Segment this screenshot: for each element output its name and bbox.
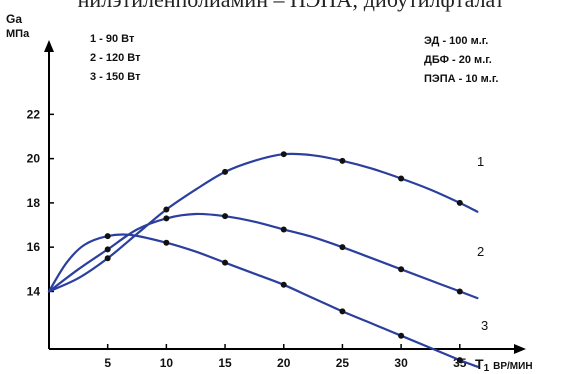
series-end-label-3: 3 (481, 318, 488, 333)
y-axis-label-symbol: Ga (6, 12, 23, 26)
data-point-series-2 (398, 266, 405, 273)
x-tick-label: 15 (218, 356, 232, 370)
y-axis-label-unit: МПа (6, 28, 30, 40)
data-point-series-2 (222, 213, 229, 220)
legend-power: 1 - 90 Вт 2 - 120 Вт 3 - 150 Вт (90, 30, 141, 87)
data-point-series-1 (339, 157, 346, 164)
data-point-series-2 (456, 288, 463, 295)
series-end-label-2: 2 (477, 244, 484, 259)
data-point-series-2 (104, 246, 111, 253)
x-tick-label: 5 (104, 356, 111, 370)
y-tick-label: 20 (27, 152, 41, 166)
data-point-series-2 (339, 244, 346, 251)
x-tick-label: 30 (394, 356, 408, 370)
composition-item-ed: ЭД - 100 м.г. (424, 35, 489, 47)
x-tick-label: 10 (160, 356, 174, 370)
composition-item-dbf: ДБФ - 20 м.г. (424, 54, 492, 66)
data-point-series-3 (398, 332, 405, 339)
legend-item-1: 1 - 90 Вт (90, 33, 135, 45)
chart-axes (44, 40, 526, 354)
data-point-series-2 (280, 226, 287, 233)
series-end-label-1: 1 (477, 154, 484, 169)
y-tick-label: 16 (27, 240, 41, 254)
series-line-2 (47, 212, 479, 300)
data-point-series-1 (104, 255, 111, 262)
y-tick-label: 22 (27, 107, 41, 121)
x-tick-label: 25 (336, 356, 350, 370)
series-line-3 (47, 233, 479, 368)
y-tick-label: 18 (27, 196, 41, 210)
data-point-series-3 (104, 233, 111, 240)
data-point-series-3 (222, 259, 229, 266)
data-point-series-3 (339, 308, 346, 315)
data-point-series-1 (456, 199, 463, 206)
legend-item-2: 2 - 120 Вт (90, 52, 141, 64)
data-point-series-1 (398, 175, 405, 182)
x-axis-arrow (514, 344, 526, 354)
chart-series (47, 151, 479, 368)
data-point-series-1 (222, 168, 229, 175)
y-axis-arrow (44, 40, 54, 52)
data-point-series-3 (163, 239, 170, 246)
legend-composition: ЭД - 100 м.г. ДБФ - 20 м.г. ПЭПА - 10 м.… (424, 32, 498, 89)
data-point-series-3 (280, 281, 287, 288)
data-point-series-1 (280, 151, 287, 158)
y-tick-label: 14 (27, 284, 41, 298)
chart-labels: T1 ВР/МИН 1 2 3 (475, 154, 533, 374)
chart-ticks: 51015202530351416182022 (27, 107, 467, 370)
data-point-series-2 (163, 215, 170, 222)
x-axis-label: T1 ВР/МИН (475, 356, 533, 374)
legend-item-3: 3 - 150 Вт (90, 71, 141, 83)
composition-item-pepa: ПЭПА - 10 м.г. (424, 73, 499, 85)
data-point-series-3 (456, 357, 463, 364)
cropped-caption-text: нилэтиленполиамин – ПЭПА; дибутилфталат (0, 0, 582, 13)
data-point-series-1 (163, 206, 170, 213)
series-line-1 (47, 152, 479, 293)
x-tick-label: 20 (277, 356, 291, 370)
